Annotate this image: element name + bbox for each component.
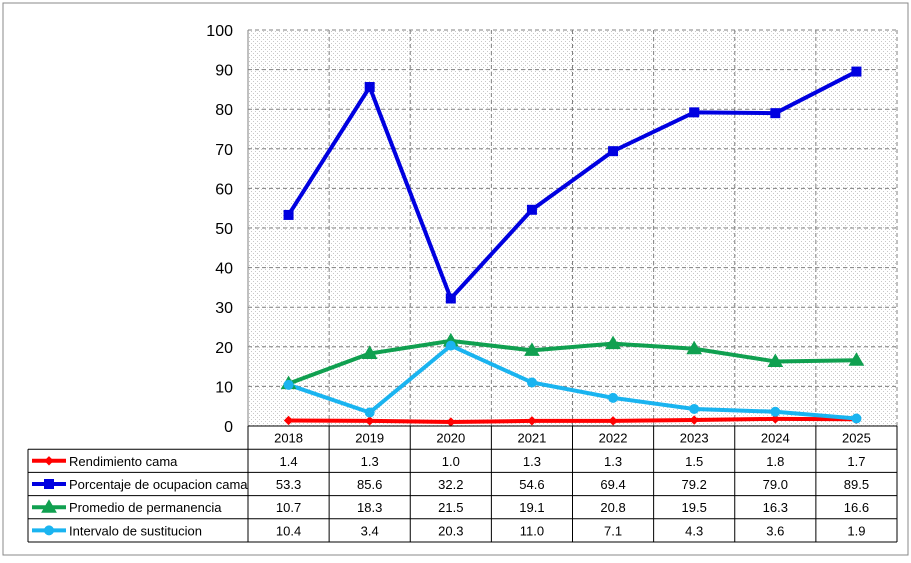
data-point-s1-6 [770, 108, 781, 119]
table-cell-value: 3.6 [766, 523, 784, 538]
series-line-3 [287, 343, 857, 421]
series-lines [286, 69, 858, 425]
data-point-s0-1 [364, 416, 375, 426]
table-cell-value: 16.3 [763, 500, 788, 515]
table-cell-value: 79.2 [682, 477, 707, 492]
table-header-year: 2021 [517, 431, 546, 446]
data-point-s2-5 [686, 340, 703, 355]
data-point-s1-3 [526, 204, 537, 215]
data-point-s1-4 [608, 146, 619, 157]
table-cell-value: 10.4 [276, 523, 301, 538]
y-tick-label: 70 [215, 142, 233, 159]
data-point-s1-7 [851, 66, 862, 77]
grid-lines [247, 29, 898, 426]
y-tick-label: 60 [215, 181, 233, 198]
data-point-s3-1 [364, 407, 375, 418]
table-header-year: 2019 [355, 431, 384, 446]
table-cell-value: 53.3 [276, 477, 301, 492]
table-cell-value: 16.6 [844, 500, 869, 515]
table-cell-value: 1.7 [847, 454, 865, 469]
legend-series-name: Intervalo de sustitucion [69, 523, 202, 538]
table-cell-value: 79.0 [763, 477, 788, 492]
data-point-s3-3 [526, 377, 537, 388]
data-point-s0-5 [689, 415, 699, 425]
y-tick-label: 90 [215, 63, 233, 80]
data-point-s3-6 [770, 406, 781, 417]
y-tick-label: 0 [224, 419, 233, 436]
table-cell-value: 1.3 [604, 454, 622, 469]
data-point-s3-2 [445, 340, 456, 351]
table-cell-value: 89.5 [844, 477, 869, 492]
y-tick-label: 80 [215, 102, 233, 119]
table-cell-value: 1.9 [847, 523, 865, 538]
table-cell-value: 1.3 [523, 454, 541, 469]
table-cell-value: 1.0 [442, 454, 460, 469]
data-point-s2-4 [605, 335, 621, 350]
table-cell-value: 4.3 [685, 523, 703, 538]
legend-key-marker-1 [44, 479, 54, 489]
data-point-s2-3 [524, 342, 540, 356]
legend-series-name: Porcentaje de ocupacion cama [69, 477, 248, 492]
y-tick-label: 20 [215, 340, 233, 357]
data-point-s0-6 [770, 414, 781, 424]
table-cell-value: 19.5 [682, 500, 707, 515]
table-cell-value: 54.6 [519, 477, 544, 492]
table-header-year: 2018 [274, 431, 303, 446]
data-point-s2-6 [767, 353, 784, 367]
y-tick-label: 10 [215, 379, 233, 396]
table-cell-value: 1.4 [280, 454, 298, 469]
y-tick-label: 30 [215, 300, 233, 317]
data-point-s0-3 [527, 416, 537, 426]
y-tick-label: 50 [215, 221, 233, 238]
table-header-year: 2025 [842, 431, 871, 446]
table-cell-value: 69.4 [600, 477, 625, 492]
data-point-s0-0 [283, 415, 294, 426]
table-cell-value: 19.1 [519, 500, 544, 515]
data-point-s3-4 [608, 392, 619, 403]
data-point-s2-7 [848, 352, 865, 366]
table-header-year: 2024 [761, 431, 790, 446]
series-line-0 [288, 416, 857, 425]
table-cell-value: 20.8 [600, 500, 625, 515]
series-line-1 [286, 69, 858, 301]
legend-key-marker-2 [41, 499, 57, 513]
legend-series-name: Promedio de permanencia [69, 500, 222, 515]
table-cell-value: 32.2 [438, 477, 463, 492]
legend-key-marker-3 [44, 525, 54, 536]
legend-series-name: Rendimiento cama [69, 454, 178, 469]
table-cell-value: 1.5 [685, 454, 703, 469]
table-cell-value: 11.0 [520, 523, 544, 538]
table-cell-value: 1.3 [361, 454, 379, 469]
table-cell-value: 3.4 [361, 523, 379, 538]
table-cell-value: 7.1 [604, 523, 622, 538]
table-cell-value: 10.7 [276, 500, 301, 515]
data-point-s3-5 [689, 403, 700, 414]
series-line-2 [287, 338, 857, 386]
data-table: 2018 2019 2020 2021 2022 2023 2024 2025 Rendimie… [27, 425, 898, 543]
table-cell-value: 18.3 [357, 500, 382, 515]
legend-key-marker-0 [44, 456, 54, 466]
table-header-year: 2020 [436, 431, 465, 446]
table-header-year: 2022 [599, 431, 628, 446]
y-tick-label: 40 [215, 261, 233, 278]
data-point-s1-1 [364, 82, 375, 93]
table-cell-value: 1.8 [766, 454, 784, 469]
table-cell-value: 21.5 [438, 500, 463, 515]
series-markers [280, 66, 865, 427]
data-point-s3-0 [283, 379, 294, 390]
data-point-s3-7 [851, 413, 862, 424]
data-point-s1-0 [283, 209, 294, 220]
y-tick-label: 100 [206, 23, 233, 40]
data-point-s1-5 [689, 107, 700, 118]
data-point-s1-2 [445, 293, 456, 304]
y-axis: 0 10 20 30 40 50 60 70 80 90 100 [206, 23, 233, 436]
table-cell-value: 20.3 [438, 523, 463, 538]
table-cell-value: 85.6 [357, 477, 382, 492]
table-header-year: 2023 [680, 431, 709, 446]
data-point-s2-1 [361, 345, 378, 360]
data-point-s0-4 [608, 416, 618, 426]
